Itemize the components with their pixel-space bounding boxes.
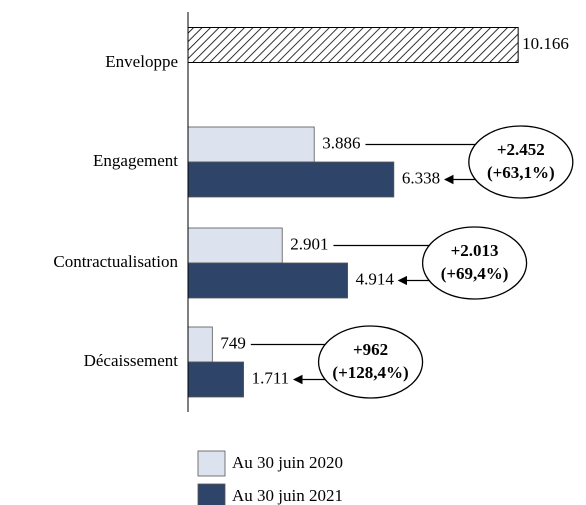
bar xyxy=(187,227,283,264)
bar xyxy=(187,262,348,299)
legend-swatch xyxy=(197,483,226,505)
category-label: Décaissement xyxy=(84,351,179,370)
annotation: (+69,4%) xyxy=(441,264,509,283)
annotation: +962 xyxy=(353,340,388,359)
value-label: 6.338 xyxy=(402,168,440,187)
category-label: Engagement xyxy=(93,151,178,170)
category-label: Enveloppe xyxy=(105,52,178,71)
legend-swatch xyxy=(197,450,226,477)
annotation: (+63,1%) xyxy=(487,163,555,182)
bar xyxy=(187,326,213,363)
value-label: 4.914 xyxy=(356,269,395,288)
legend-label: Au 30 juin 2021 xyxy=(232,486,343,505)
annotation: +2.013 xyxy=(451,241,499,260)
bar xyxy=(187,161,395,198)
annotation-bubble xyxy=(468,125,574,199)
value-label: 2.901 xyxy=(290,234,328,253)
legend-label: Au 30 juin 2020 xyxy=(232,453,343,472)
bar xyxy=(187,361,244,398)
bar xyxy=(187,27,519,63)
category-label: Contractualisation xyxy=(53,252,178,271)
annotation-bubble xyxy=(317,325,424,399)
annotation-bubble xyxy=(421,226,528,300)
value-label: 749 xyxy=(220,333,246,352)
bar xyxy=(187,126,315,163)
value-label: 10.166 xyxy=(522,34,569,53)
annotation: (+128,4%) xyxy=(332,363,408,382)
value-label: 3.886 xyxy=(322,133,360,152)
annotation: +2.452 xyxy=(497,140,545,159)
value-label: 1.711 xyxy=(252,368,290,387)
